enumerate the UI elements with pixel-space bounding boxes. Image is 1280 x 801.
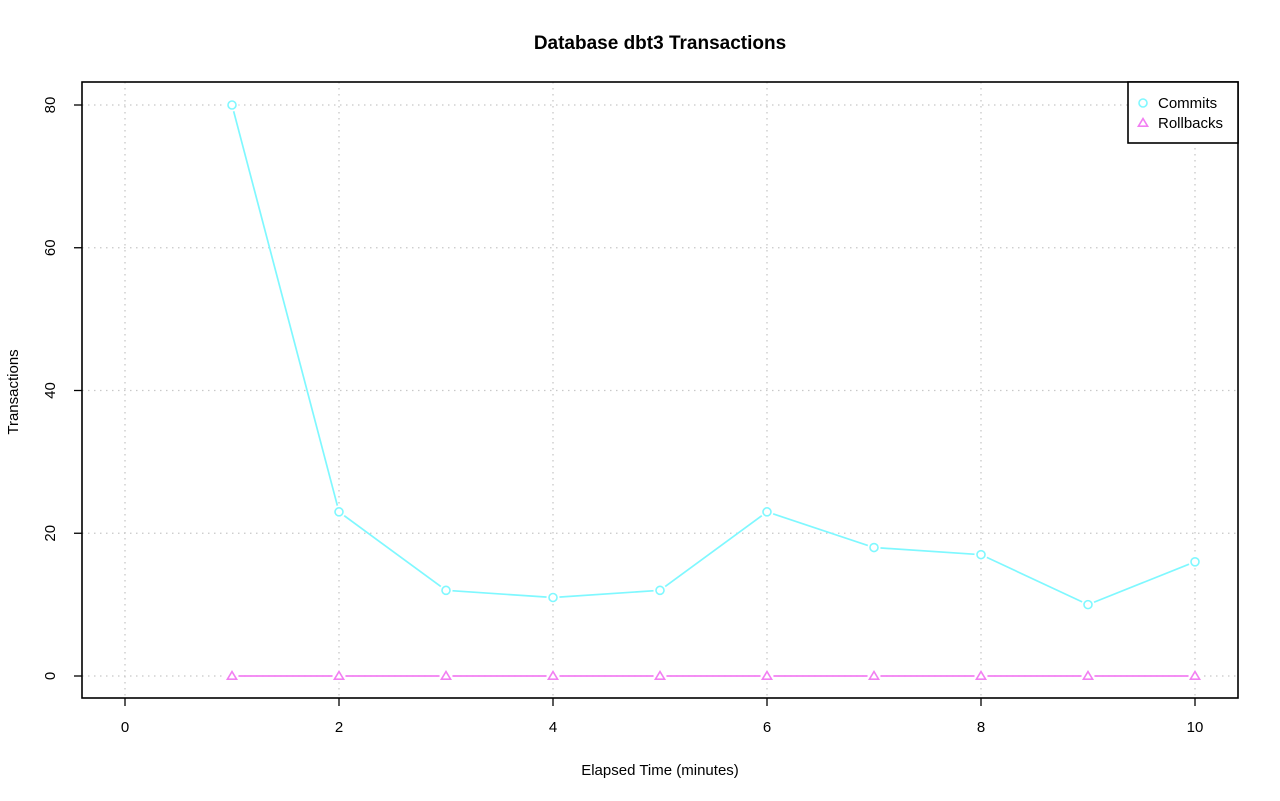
y-tick-label: 20 [42,525,59,542]
series-rollbacks [225,669,1202,683]
x-tick-label: 4 [549,719,557,736]
y-axis-label: Transactions [5,349,22,434]
x-tick-label: 10 [1187,719,1204,736]
data-point-commits [441,585,451,596]
y-tick-label: 80 [42,97,59,114]
legend-marker-commits [1138,98,1148,108]
data-point-commits [227,100,237,110]
data-point-commits [1083,599,1093,610]
data-point-rollbacks [1081,670,1095,680]
data-point-rollbacks [332,670,346,680]
data-point-commits [334,507,344,517]
grid-lines [82,82,1238,698]
data-point-rollbacks [760,670,774,680]
data-point-commits [976,549,986,560]
data-point-rollbacks [974,670,988,680]
series-layer [225,98,1202,683]
series-line-commits [231,104,1196,606]
y-axis: 0 20 40 60 80 [42,97,82,680]
data-point-rollbacks [225,670,239,680]
data-point-rollbacks [546,670,560,680]
x-axis: 0 2 4 6 8 10 [121,698,1204,736]
data-point-commits [869,542,879,553]
x-tick-label: 2 [335,719,343,736]
x-axis-label: Elapsed Time (minutes) [581,762,739,779]
data-point-rollbacks [867,670,881,680]
data-point-commits [548,592,558,603]
data-point-rollbacks [1188,670,1202,680]
legend-label-rollbacks: Rollbacks [1158,115,1223,132]
legend-box [1127,81,1239,144]
legend: Commits Rollbacks [1127,81,1239,144]
legend-entries: Commits Rollbacks [1136,95,1223,132]
chart-title: Database dbt3 Transactions [534,33,786,54]
data-point-rollbacks [653,670,667,680]
y-tick-label: 60 [42,239,59,256]
legend-label-commits: Commits [1158,95,1217,112]
series-commits [225,98,1202,612]
data-point-commits [762,507,772,517]
y-tick-label: 40 [42,382,59,399]
data-point-rollbacks [439,670,453,680]
y-tick-label: 0 [42,672,59,680]
plot-area-frame [81,81,1239,699]
x-tick-label: 8 [977,719,985,736]
x-tick-label: 6 [763,719,771,736]
legend-marker-rollbacks [1136,117,1150,127]
x-tick-label: 0 [121,719,129,736]
data-point-commits [655,585,665,596]
data-point-commits [1190,556,1200,567]
